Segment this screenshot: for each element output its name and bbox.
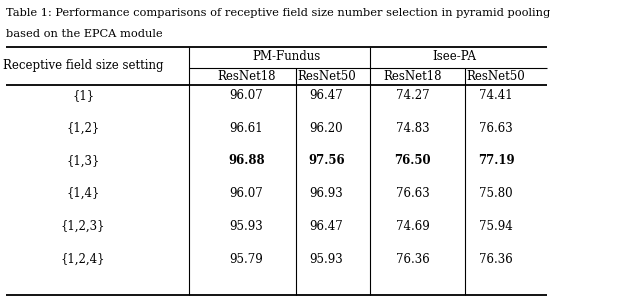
Text: {1,2,4}: {1,2,4}: [61, 253, 106, 265]
Text: 74.27: 74.27: [396, 89, 429, 102]
Text: 75.80: 75.80: [479, 187, 513, 200]
Text: 96.61: 96.61: [230, 122, 263, 135]
Text: based on the EPCA module: based on the EPCA module: [6, 29, 163, 39]
Text: {1,2}: {1,2}: [67, 122, 100, 135]
Text: {1,2,3}: {1,2,3}: [61, 220, 106, 233]
Text: {1,4}: {1,4}: [67, 187, 100, 200]
Text: 77.19: 77.19: [477, 155, 515, 167]
Text: 75.94: 75.94: [479, 220, 513, 233]
Text: Receptive field size setting: Receptive field size setting: [3, 59, 163, 72]
Text: 97.56: 97.56: [308, 155, 345, 167]
Text: 96.47: 96.47: [310, 89, 343, 102]
Text: 76.36: 76.36: [396, 253, 429, 265]
Text: ResNet50: ResNet50: [467, 70, 525, 83]
Text: 74.69: 74.69: [396, 220, 429, 233]
Text: 96.20: 96.20: [310, 122, 343, 135]
Text: {1,3}: {1,3}: [67, 155, 100, 167]
Text: 96.47: 96.47: [310, 220, 343, 233]
Text: ResNet18: ResNet18: [217, 70, 276, 83]
Text: Table 1: Performance comparisons of receptive field size number selection in pyr: Table 1: Performance comparisons of rece…: [6, 8, 550, 18]
Text: 95.93: 95.93: [230, 220, 263, 233]
Text: ResNet18: ResNet18: [383, 70, 442, 83]
Text: 76.36: 76.36: [479, 253, 513, 265]
Text: 95.79: 95.79: [230, 253, 263, 265]
Text: 96.07: 96.07: [230, 187, 263, 200]
Text: 96.93: 96.93: [310, 187, 343, 200]
Text: {1}: {1}: [72, 89, 94, 102]
Text: ResNet50: ResNet50: [297, 70, 356, 83]
Text: 76.50: 76.50: [394, 155, 431, 167]
Text: 76.63: 76.63: [396, 187, 429, 200]
Text: 74.41: 74.41: [479, 89, 513, 102]
Text: 74.83: 74.83: [396, 122, 429, 135]
Text: Isee-PA: Isee-PA: [433, 51, 476, 63]
Text: 76.63: 76.63: [479, 122, 513, 135]
Text: 95.93: 95.93: [310, 253, 343, 265]
Text: 96.88: 96.88: [228, 155, 265, 167]
Text: PM-Fundus: PM-Fundus: [253, 51, 321, 63]
Text: 96.07: 96.07: [230, 89, 263, 102]
